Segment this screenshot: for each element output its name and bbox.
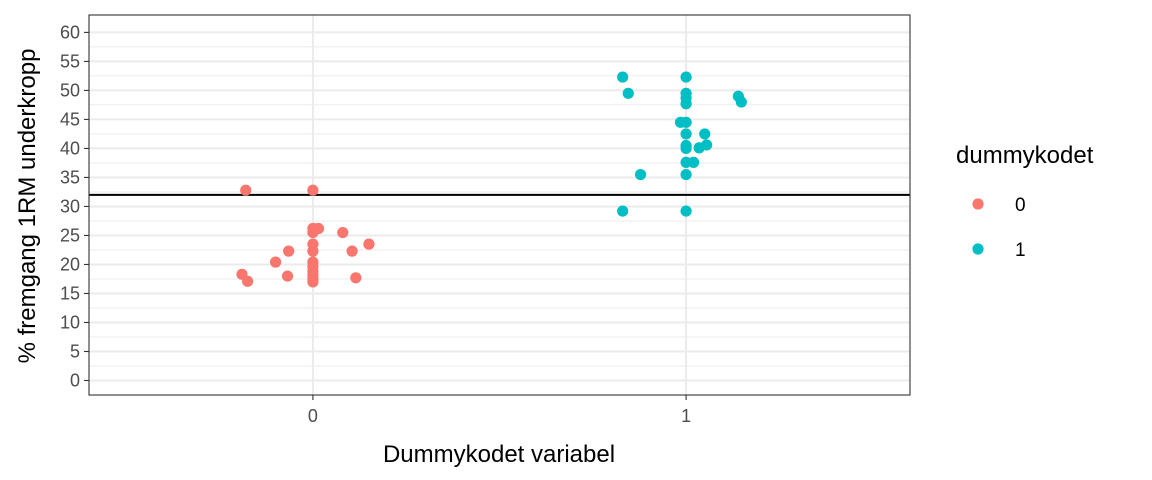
y-tick-label: 30 (60, 196, 80, 216)
data-point (699, 128, 711, 140)
data-point (680, 116, 692, 128)
y-tick-label: 40 (60, 138, 80, 158)
x-tick-label: 0 (308, 406, 318, 426)
data-point (617, 71, 629, 83)
data-point (269, 256, 282, 268)
data-point (242, 275, 254, 287)
data-point (622, 87, 634, 99)
y-tick-label: 5 (70, 341, 80, 361)
data-point (687, 156, 700, 168)
data-point (735, 96, 747, 108)
y-tick-label: 25 (60, 225, 80, 245)
data-point (307, 226, 319, 239)
y-tick-label: 35 (60, 167, 80, 187)
data-points (236, 71, 747, 288)
data-point (307, 245, 319, 257)
data-point (680, 168, 692, 181)
y-tick-label: 10 (60, 312, 80, 332)
panel-border (88, 14, 911, 396)
legend-title: dummykodet (956, 142, 1094, 169)
y-axis: 0 5 10 15 20 25 30 35 40 45 50 55 60 (60, 22, 89, 390)
data-point (363, 238, 375, 250)
data-point (281, 270, 294, 282)
data-point (680, 128, 692, 140)
y-tick-label: 20 (60, 254, 80, 274)
data-point (701, 139, 713, 151)
y-tick-label: 50 (60, 80, 80, 100)
data-point (350, 272, 362, 284)
grid-lines (89, 15, 910, 395)
data-point (283, 245, 295, 257)
data-point (337, 226, 349, 239)
data-point (240, 184, 252, 196)
y-axis-title: % fremgang 1RM underkropp (14, 49, 41, 364)
y-tick-label: 15 (60, 283, 80, 303)
data-point (680, 98, 692, 110)
data-point (307, 184, 319, 196)
x-axis-title: Dummykodet variabel (383, 441, 615, 468)
legend-label-0: 0 (1015, 195, 1026, 216)
y-tick-label: 45 (60, 109, 80, 129)
data-point (680, 142, 692, 155)
data-point (634, 168, 647, 181)
legend-key-1 (972, 243, 984, 255)
legend: dummykodet 0 1 (956, 142, 1094, 261)
data-point (346, 245, 358, 257)
data-point (617, 205, 629, 217)
legend-key-0 (972, 198, 984, 210)
y-tick-label: 0 (70, 370, 80, 390)
x-tick-label: 1 (681, 406, 691, 426)
y-tick-label: 60 (60, 22, 80, 42)
data-point (307, 276, 319, 288)
data-point (680, 205, 692, 217)
data-point (680, 71, 692, 83)
legend-label-1: 1 (1015, 240, 1026, 261)
y-tick-label: 55 (60, 51, 80, 71)
